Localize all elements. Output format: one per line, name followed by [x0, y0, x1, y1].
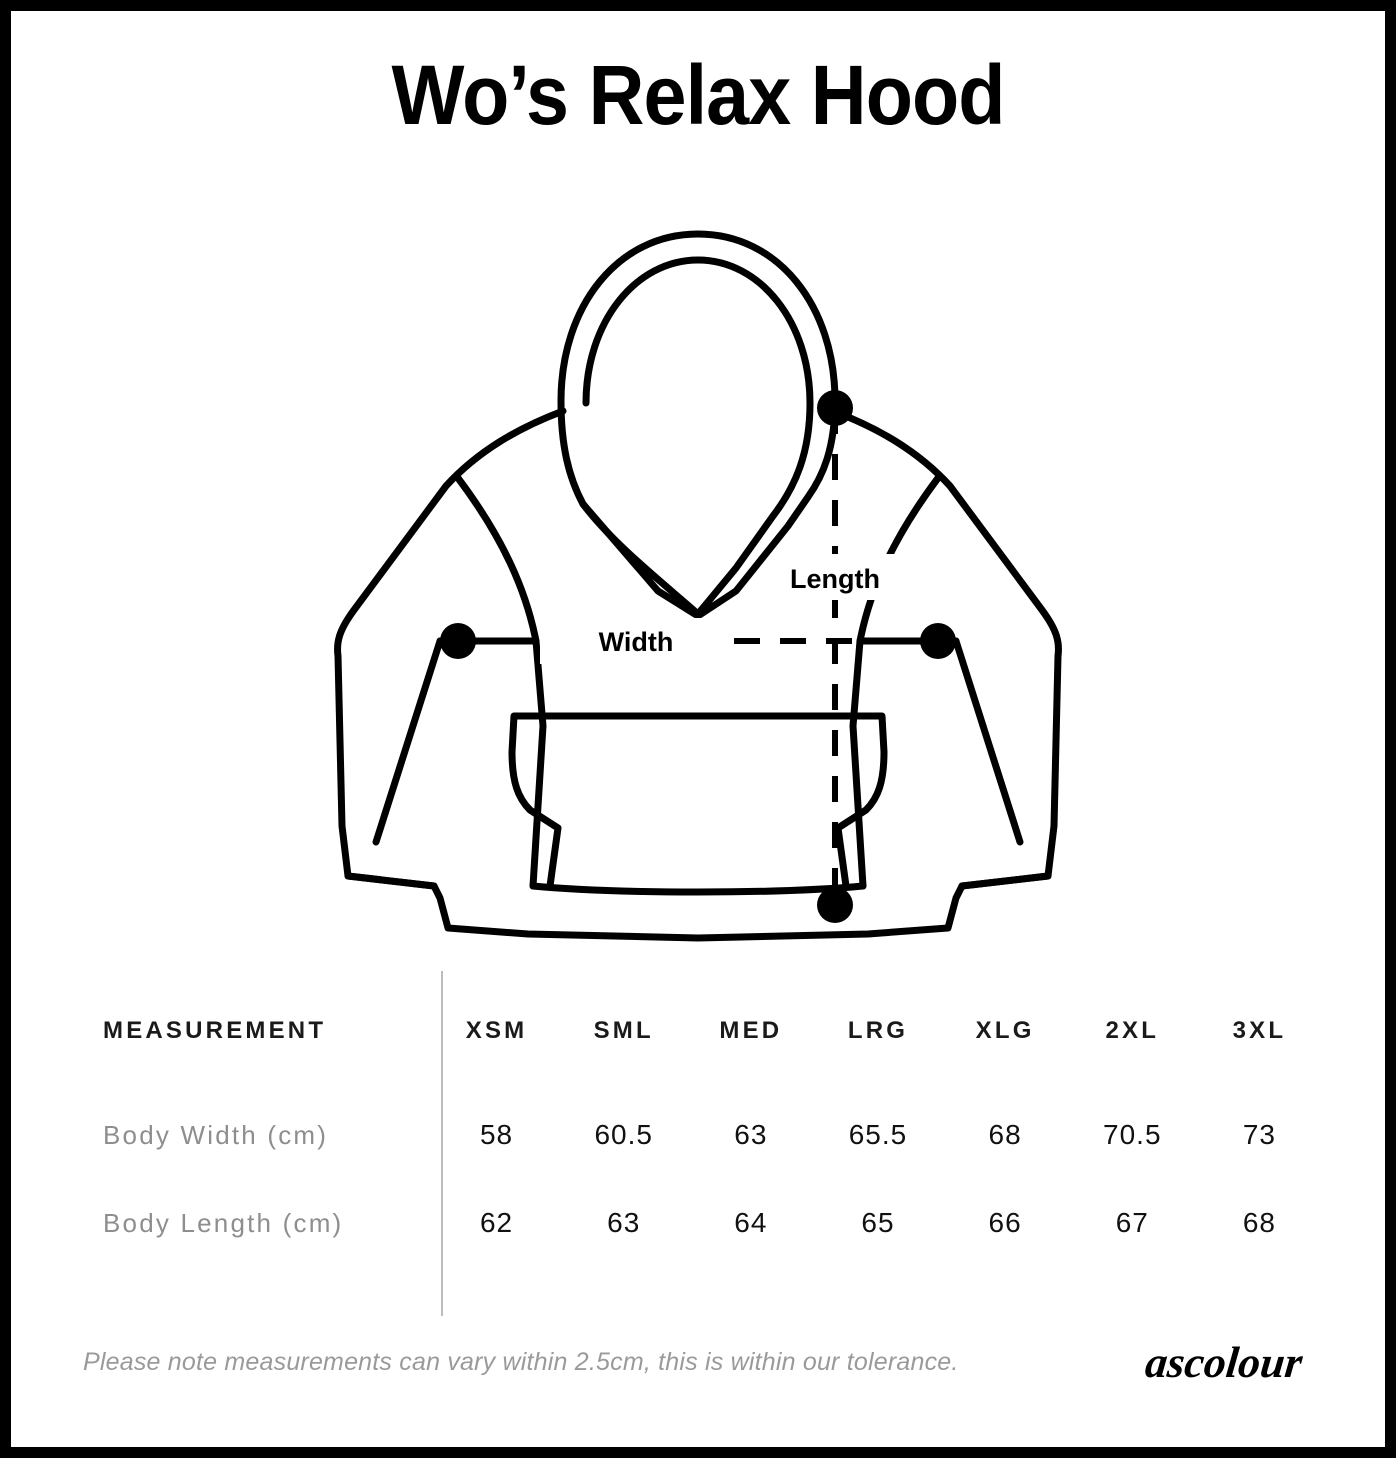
length-top-endpoint-dot — [817, 390, 853, 426]
cell-body-width-med: 63 — [734, 1119, 768, 1150]
ascolour-logo-svg: ascolour — [1143, 1338, 1305, 1387]
cell-body-length-xlg: 66 — [988, 1207, 1022, 1238]
cell-body-width-2xl: 70.5 — [1103, 1119, 1162, 1150]
header-size-2xl: 2XL — [1105, 1017, 1160, 1044]
row-label-body-length: Body Length (cm) — [103, 1207, 344, 1238]
header-size-3xl: 3XL — [1232, 1017, 1287, 1044]
cell-body-width-lrg: 65.5 — [848, 1119, 908, 1150]
header-size-sml: SML — [593, 1017, 654, 1044]
ascolour-logo: ascolour — [1143, 1331, 1323, 1393]
cell-body-length-xsm: 62 — [479, 1207, 514, 1238]
cell-body-width-sml: 60.5 — [594, 1119, 653, 1150]
page-title: Wo’s Relax Hood — [391, 48, 1005, 142]
measurement-table: MEASUREMENT XSM SML MED LRG XLG 2XL 3XL … — [83, 971, 1323, 1267]
cell-body-length-3xl: 68 — [1242, 1207, 1276, 1238]
size-chart-sheet: Wo’s Relax Hood — [11, 11, 1385, 1447]
table-row: Body Length (cm) 62 63 64 65 66 67 68 — [83, 1179, 1323, 1267]
width-label-backdrop — [540, 618, 730, 664]
header-size-med: MED — [719, 1017, 783, 1044]
length-measure-group: Length — [770, 390, 970, 923]
left-sleeve-inner — [372, 637, 444, 846]
right-cuff-band — [958, 872, 1052, 890]
width-left-endpoint-dot — [440, 623, 476, 659]
hem-band-line — [529, 882, 867, 896]
cell-body-width-3xl: 73 — [1242, 1119, 1276, 1150]
cell-body-length-sml: 63 — [607, 1207, 641, 1238]
hood-left-flap — [579, 500, 702, 618]
cell-body-length-lrg: 65 — [861, 1207, 895, 1238]
cell-body-length-med: 64 — [734, 1207, 768, 1238]
measurement-table-wrap: MEASUREMENT XSM SML MED LRG XLG 2XL 3XL … — [83, 971, 1323, 1316]
header-size-xlg: XLG — [975, 1017, 1035, 1044]
cell-body-width-xsm: 58 — [479, 1119, 514, 1150]
row-label-body-width: Body Width (cm) — [103, 1119, 329, 1150]
length-label-backdrop — [770, 554, 970, 600]
length-label: Length — [790, 564, 880, 594]
left-raglan-seam — [454, 474, 540, 645]
header-size-lrg: LRG — [847, 1017, 909, 1044]
header-size-xsm: XSM — [465, 1017, 528, 1044]
cell-body-length-2xl: 67 — [1115, 1207, 1149, 1238]
header-measurement: MEASUREMENT — [103, 1017, 327, 1044]
length-bottom-endpoint-dot — [817, 887, 853, 923]
right-sleeve-inner — [952, 637, 1024, 846]
width-label: Width — [599, 627, 674, 657]
cell-body-width-xlg: 68 — [988, 1119, 1022, 1150]
kangaroo-pocket-path — [508, 712, 888, 890]
right-side-seam — [849, 637, 960, 890]
left-side-seam — [436, 637, 547, 890]
table-column-divider — [441, 971, 443, 1316]
footer: Please note measurements can vary within… — [83, 1331, 1323, 1393]
hood-outer-path — [557, 230, 839, 620]
hood-inner-path — [582, 256, 814, 618]
ascolour-wordmark: ascolour — [1143, 1338, 1305, 1387]
table-header-row: MEASUREMENT XSM SML MED LRG XLG 2XL 3XL — [83, 971, 1323, 1091]
left-cuff-band — [344, 872, 438, 890]
width-right-endpoint-dot — [920, 623, 956, 659]
hoodie-diagram-svg: Width Length — [334, 230, 1062, 942]
body-outline-path — [334, 407, 1062, 942]
tolerance-note: Please note measurements can vary within… — [83, 1347, 959, 1376]
width-measure-group: Width — [440, 618, 956, 664]
garment-illustration: Width Length — [11, 186, 1385, 961]
table-row: Body Width (cm) 58 60.5 63 65.5 68 70.5 … — [83, 1091, 1323, 1179]
